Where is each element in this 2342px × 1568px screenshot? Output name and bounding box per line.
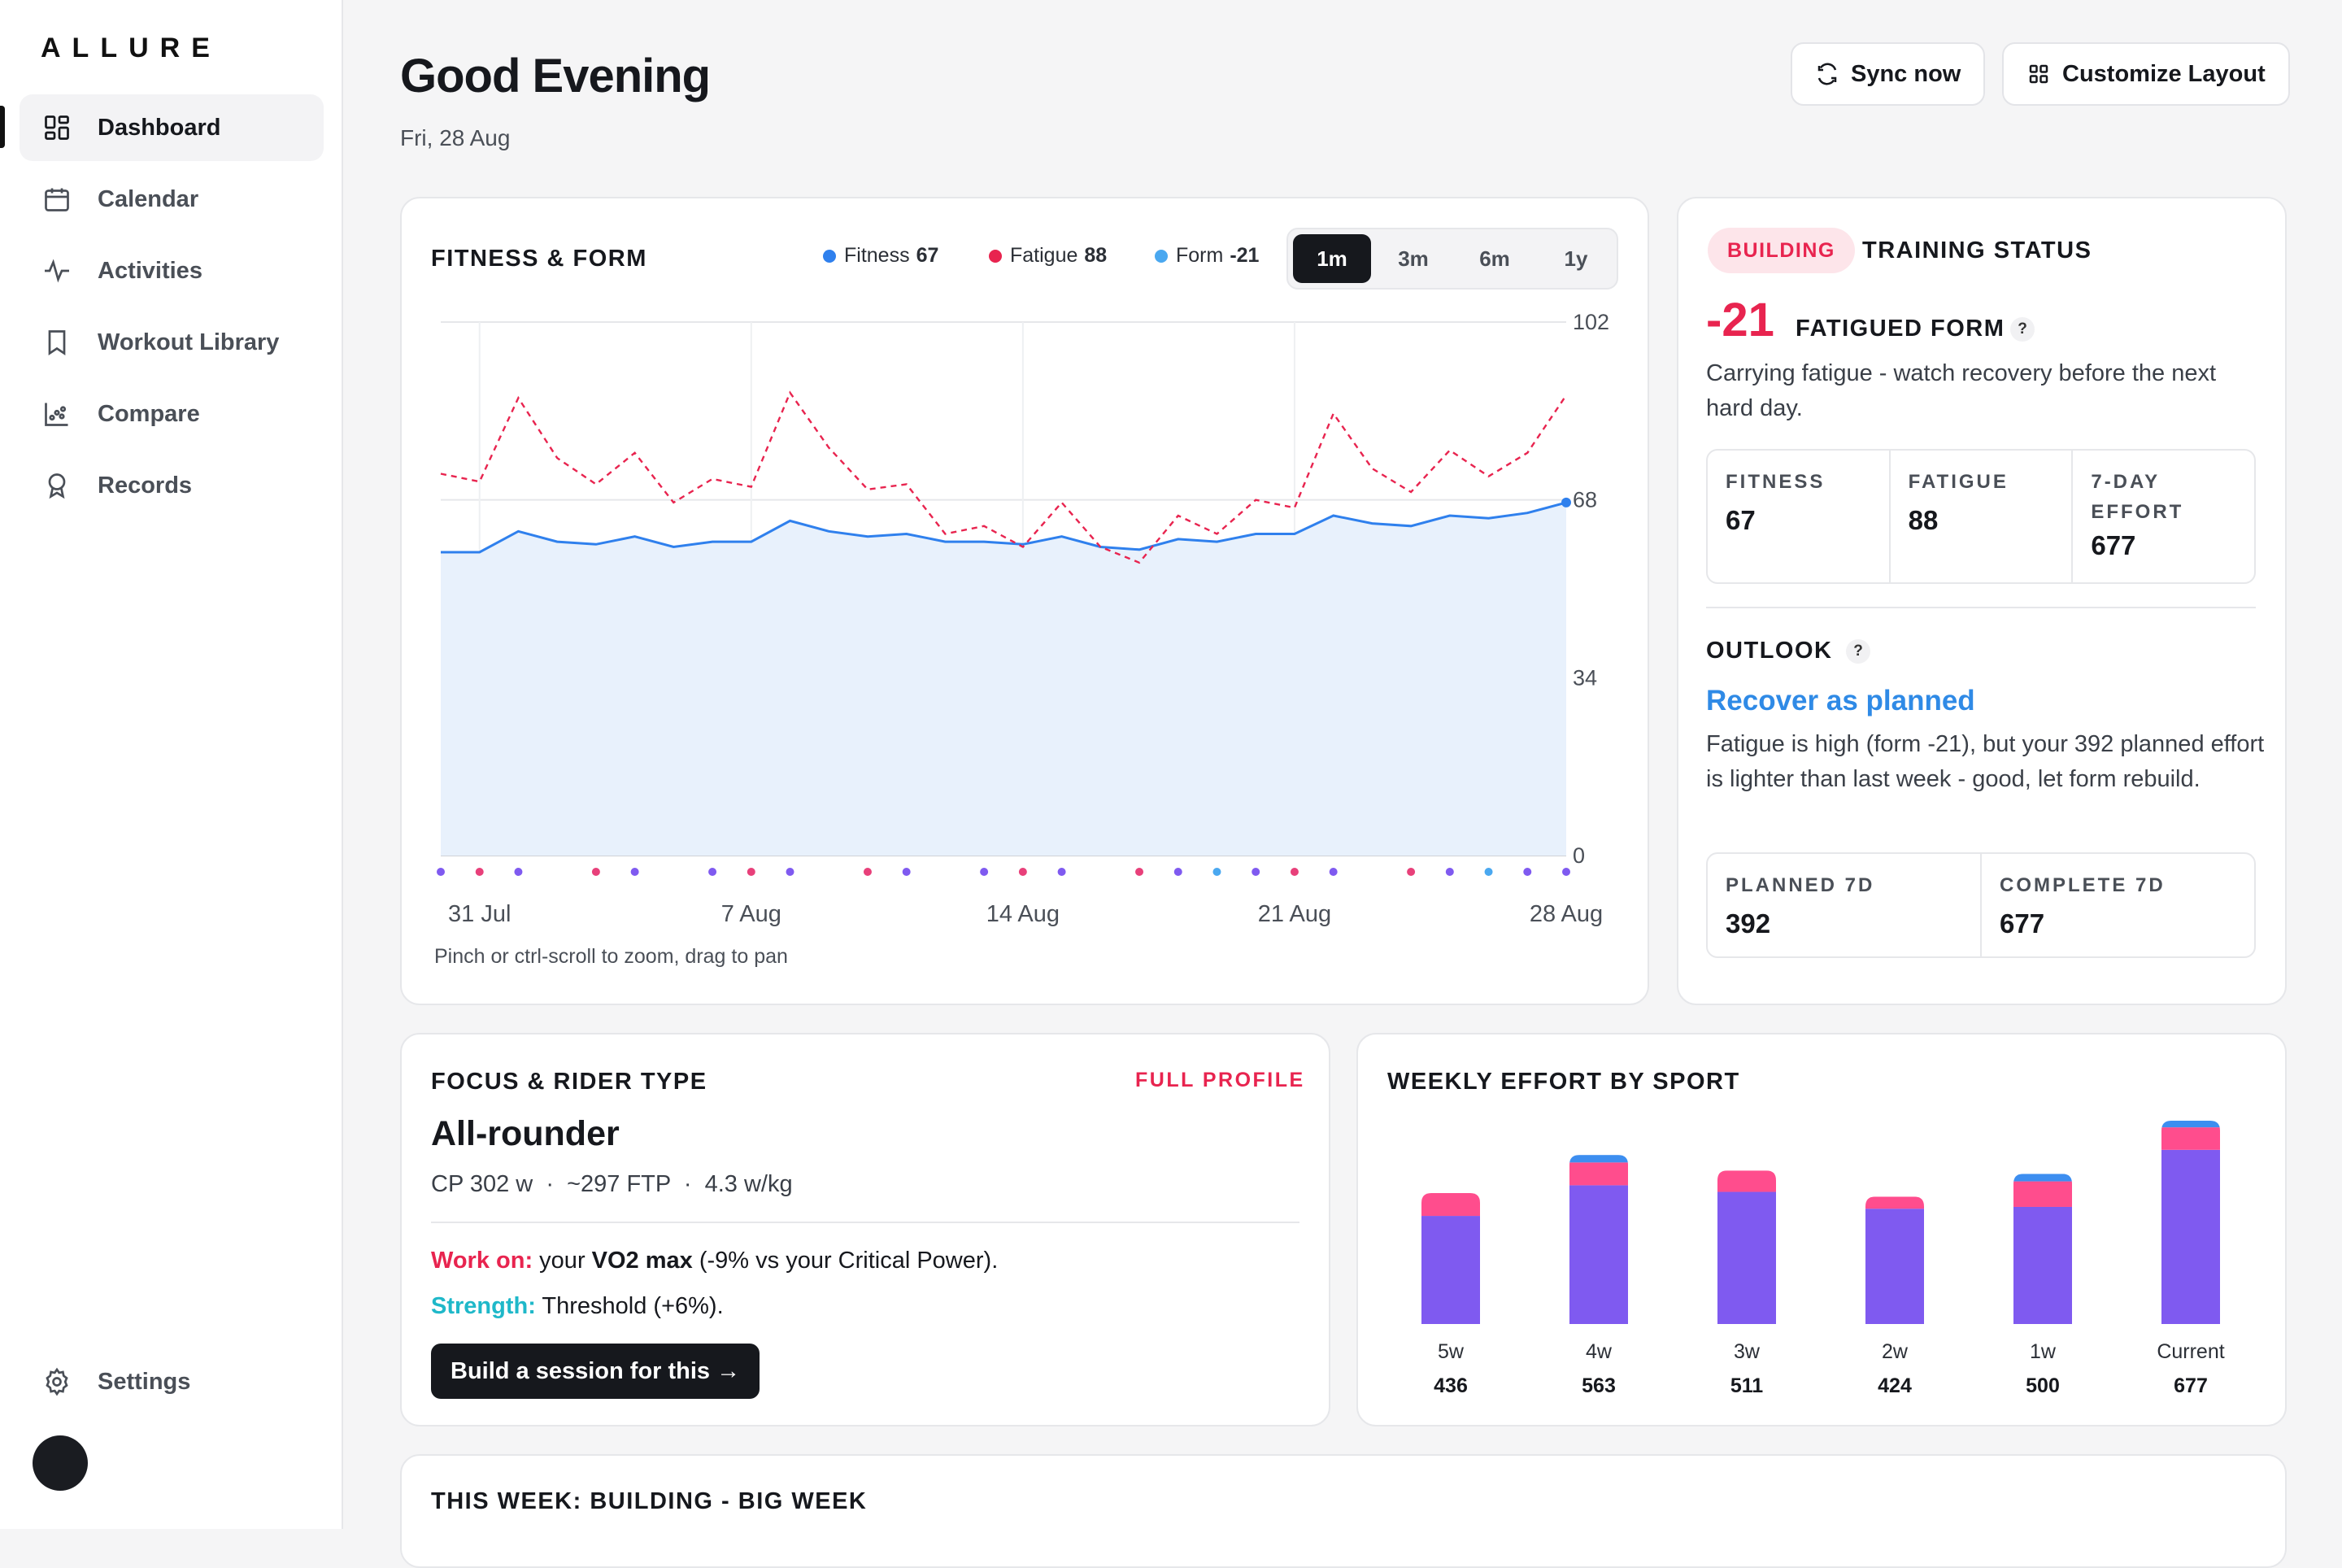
legend-dot: [1155, 249, 1168, 263]
sidebar: ALLURE Dashboard Calendar Activities Wor…: [0, 0, 343, 1529]
full-profile-link[interactable]: FULL PROFILE: [1135, 1069, 1305, 1091]
rider-meta: CP 302 w · ~297 FTP · 4.3 w/kg: [431, 1171, 793, 1197]
range-selector: 1m 3m 6m 1y: [1286, 228, 1618, 290]
sidebar-item-records[interactable]: Records: [20, 452, 324, 519]
stat-7day-effort: 7-DAY EFFORT 677: [2091, 471, 2184, 560]
scatter-chart-icon: [42, 399, 72, 429]
activity-icon: [42, 256, 72, 285]
refresh-icon: [1817, 63, 1837, 85]
rider-type: All-rounder: [431, 1114, 620, 1153]
focus-title: FOCUS & RIDER TYPE: [431, 1069, 707, 1095]
sidebar-item-label: Records: [98, 472, 193, 499]
sidebar-item-calendar[interactable]: Calendar: [20, 166, 324, 233]
legend-fitness: Fitness 67: [823, 244, 938, 268]
status-description: Carrying fatigue - watch recovery before…: [1706, 360, 2217, 421]
help-icon[interactable]: ?: [1846, 639, 1870, 664]
strength-line: Strength: Threshold (+6%).: [431, 1293, 724, 1319]
legend-fatigue: Fatigue 88: [989, 244, 1107, 268]
active-indicator: [0, 106, 5, 148]
range-3m[interactable]: 3m: [1398, 246, 1429, 271]
calendar-icon: [42, 185, 72, 214]
training-status-title: TRAINING STATUS: [1862, 237, 2092, 264]
sidebar-item-label: Calendar: [98, 185, 199, 212]
range-1m[interactable]: 1m: [1293, 234, 1371, 283]
divider: [431, 1222, 1299, 1223]
fitness-form-title: FITNESS & FORM: [431, 246, 647, 272]
status-badge: BUILDING: [1708, 228, 1855, 273]
sidebar-item-workout-library[interactable]: Workout Library: [20, 309, 324, 376]
divider: [1706, 607, 2256, 608]
help-icon[interactable]: ?: [2010, 317, 2035, 342]
sidebar-item-label: Compare: [98, 400, 200, 427]
sidebar-item-label: Settings: [98, 1368, 191, 1395]
bookmark-icon: [42, 328, 72, 357]
form-value: -21: [1706, 294, 1774, 346]
outlook-text: Fatigue is high (form -21), but your 392…: [1706, 731, 2265, 792]
page-date: Fri, 28 Aug: [400, 125, 511, 150]
weekly-effort-title: WEEKLY EFFORT BY SPORT: [1387, 1069, 1740, 1095]
range-6m[interactable]: 6m: [1479, 246, 1510, 271]
avatar[interactable]: [33, 1435, 88, 1491]
legend-dot: [989, 249, 1002, 263]
outlook-headline: Recover as planned: [1706, 685, 1975, 716]
build-session-button[interactable]: Build a session for this →: [431, 1344, 760, 1399]
app-logo: ALLURE: [41, 33, 221, 63]
gear-icon: [42, 1367, 72, 1396]
stat-fatigue: FATIGUE 88: [1891, 451, 2074, 582]
sidebar-item-label: Workout Library: [98, 329, 280, 355]
sidebar-item-label: Dashboard: [98, 114, 221, 141]
legend-dot: [823, 249, 836, 263]
grid-icon: [2029, 64, 2048, 84]
this-week-title: THIS WEEK: BUILDING - BIG WEEK: [431, 1488, 868, 1514]
stat-fitness: FITNESS 67: [1708, 451, 1891, 582]
chart-hint: Pinch or ctrl-scroll to zoom, drag to pa…: [434, 945, 788, 968]
customize-layout-button[interactable]: Customize Layout: [2002, 42, 2290, 106]
page-title: Good Evening: [400, 50, 711, 102]
weekly-effort-card: [1356, 1033, 2287, 1426]
status-stats: FITNESS 67 FATIGUE 88 7-DAY EFFORT 677: [1706, 449, 2256, 584]
stat-planned-7d: PLANNED 7D 392: [1708, 854, 1982, 956]
form-label: FATIGUED FORM: [1796, 316, 2005, 342]
outlook-title: OUTLOOK: [1706, 638, 1833, 664]
work-on-line: Work on: your VO2 max (-9% vs your Criti…: [431, 1248, 999, 1274]
sidebar-item-settings[interactable]: Settings: [20, 1348, 324, 1415]
plan-stats: PLANNED 7D 392 COMPLETE 7D 677: [1706, 852, 2256, 958]
training-status-card: [1677, 197, 2287, 1005]
sync-now-button[interactable]: Sync now: [1791, 42, 1986, 106]
fitness-form-card: [400, 197, 1649, 1005]
sidebar-item-activities[interactable]: Activities: [20, 237, 324, 304]
sidebar-item-compare[interactable]: Compare: [20, 381, 324, 447]
range-1y[interactable]: 1y: [1564, 246, 1588, 271]
dashboard-icon: [42, 113, 72, 142]
sidebar-item-dashboard[interactable]: Dashboard: [20, 94, 324, 161]
legend-form: Form -21: [1155, 244, 1259, 268]
stat-complete-7d: COMPLETE 7D 677: [2000, 874, 2166, 939]
award-icon: [42, 471, 72, 500]
sidebar-item-label: Activities: [98, 257, 202, 284]
